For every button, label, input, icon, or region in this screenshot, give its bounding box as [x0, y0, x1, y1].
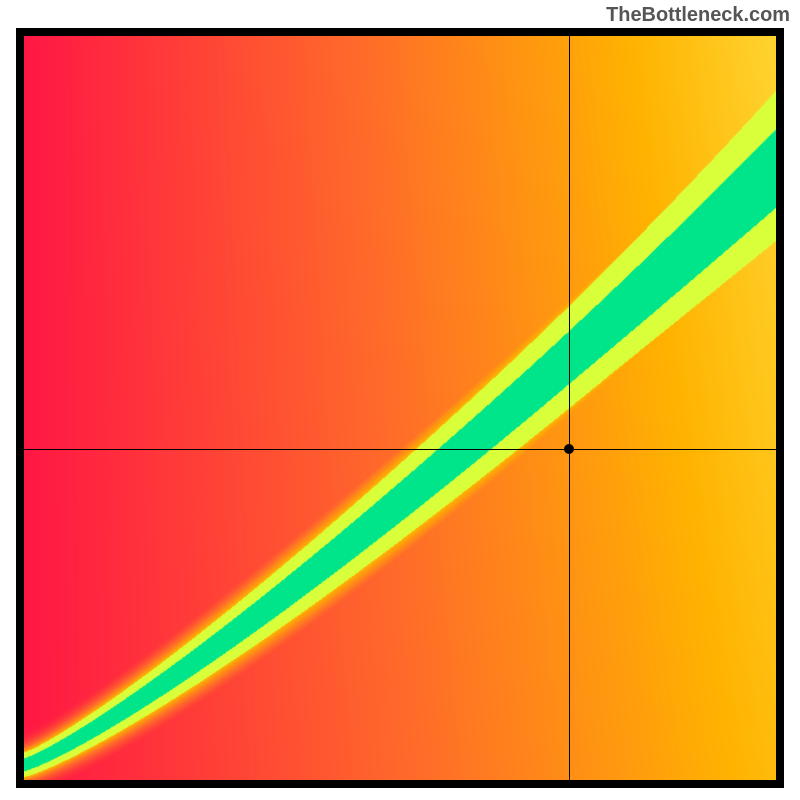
crosshair-vertical — [569, 36, 570, 780]
crosshair-horizontal — [24, 449, 776, 450]
watermark-text: TheBottleneck.com — [606, 4, 790, 27]
bottleneck-heatmap — [24, 36, 776, 780]
chart-container: TheBottleneck.com — [0, 0, 800, 800]
plot-frame — [16, 28, 784, 788]
